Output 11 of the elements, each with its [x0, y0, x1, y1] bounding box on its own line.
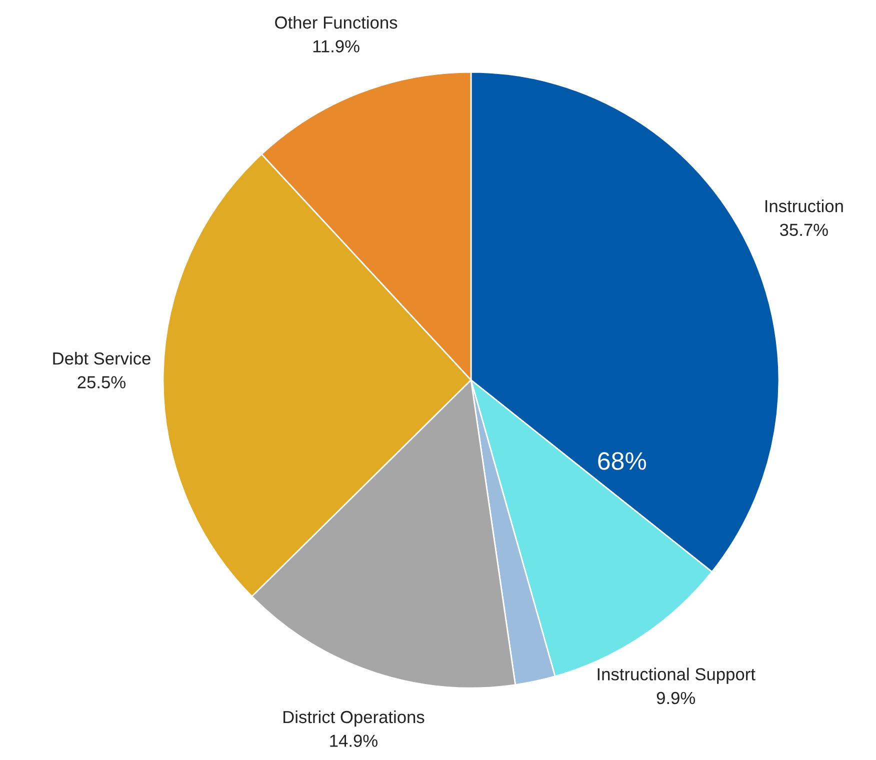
text: 68%	[598, 452, 646, 470]
data-label: 35.7%	[780, 224, 828, 236]
slice-label: District Operations	[284, 710, 424, 727]
data-label: 14.9%	[330, 734, 378, 747]
data-label: 11.9%	[313, 40, 360, 52]
data-label: 9.9%	[656, 692, 696, 704]
slice-label: Instruction	[765, 200, 843, 212]
slice-label: Other Functions	[275, 16, 398, 29]
slice-label: Debt Service	[53, 352, 150, 365]
data-label: 25.5%	[78, 376, 126, 388]
slice-label: Instructional Support	[598, 668, 756, 684]
